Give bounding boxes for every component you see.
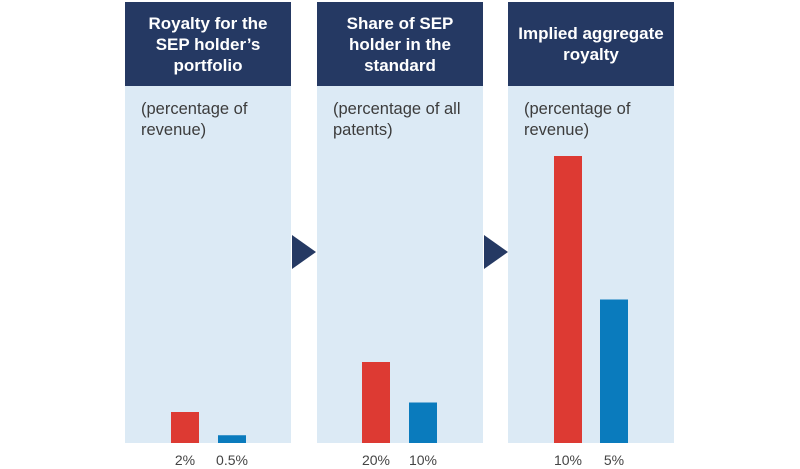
bar-label: 10% — [409, 452, 437, 468]
bar-label: 0.5% — [216, 452, 248, 468]
panel-title: Implied aggregate royalty — [508, 2, 674, 86]
bar-label: 20% — [362, 452, 390, 468]
bar-label: 5% — [604, 452, 624, 468]
arrow-right-icon — [292, 235, 316, 269]
bar-blue — [218, 435, 246, 443]
bar-label: 10% — [554, 452, 582, 468]
panel-subtitle: (percentage of all patents) — [333, 100, 461, 139]
panel-subtitle: (percentage of revenue) — [141, 100, 248, 139]
bar-blue — [600, 299, 628, 443]
panel-subtitle: (percentage of revenue) — [524, 100, 631, 139]
panel-title: Royalty for the SEP holder’s portfolio — [125, 2, 291, 86]
arrow-right-icon — [484, 235, 508, 269]
bar-blue — [409, 402, 437, 443]
panel-portfolio-royalty: Royalty for the SEP holder’s portfolio (… — [125, 2, 291, 443]
panel-standard-share: Share of SEP holder in the standard (per… — [317, 2, 483, 443]
bar-red — [362, 362, 390, 443]
bar-label: 2% — [175, 452, 195, 468]
bar-red — [554, 156, 582, 443]
panel-title: Share of SEP holder in the standard — [317, 2, 483, 86]
panel-aggregate-royalty: Implied aggregate royalty (percentage of… — [508, 2, 674, 443]
bar-red — [171, 412, 199, 443]
